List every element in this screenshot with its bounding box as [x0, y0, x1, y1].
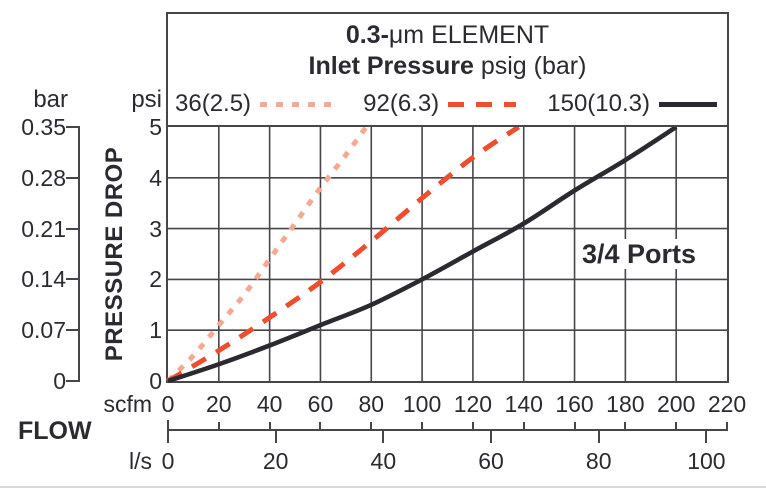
chart-subtitle: Inlet Pressure psig (bar): [168, 52, 727, 80]
scfm-tick-label: 140: [504, 391, 543, 417]
psi-tick-label: 4: [149, 164, 162, 191]
ls-tick-label: 60: [478, 448, 504, 474]
scfm-tick-label: 120: [453, 391, 493, 417]
bar-tick-mark: [66, 126, 79, 128]
psi-tick-label: 3: [149, 215, 162, 242]
ls-axis-uptick: [573, 422, 576, 430]
chart-title-bold: 0.3-: [345, 21, 389, 49]
scfm-tick-label: 160: [555, 391, 594, 417]
scfm-tick-label: 0: [161, 391, 175, 417]
bar-tick-label: 0.07: [21, 317, 66, 344]
ls-axis-uptick: [624, 422, 627, 430]
scfm-tick-label: 180: [606, 391, 645, 417]
psi-tick-label: 2: [149, 266, 162, 293]
ls-axis-uptick: [217, 422, 220, 430]
chart-subtitle-rest: psig (bar): [473, 52, 587, 80]
ls-axis-uptick: [370, 422, 373, 430]
ls-axis-uptick: [675, 422, 678, 430]
ls-tick-label: 40: [370, 448, 397, 474]
ls-axis-endbar: [167, 420, 169, 443]
ls-axis-line: [167, 429, 728, 431]
ls-axis-uptick: [268, 422, 271, 430]
ls-axis-downtick: [597, 431, 600, 443]
ls-axis-downtick: [274, 431, 277, 443]
psi-tick-label: 5: [149, 114, 162, 140]
bottom-rule: [0, 486, 766, 488]
dashed-line-swatch: [448, 101, 517, 107]
ls-axis-uptick: [471, 422, 474, 430]
legend-entry-92psig: 92(6.3): [363, 90, 517, 118]
ls-axis-downtick: [705, 431, 708, 443]
legend-label-150psig: 150(10.3): [547, 90, 650, 117]
plot-canvas: [166, 124, 727, 384]
scfm-tick-label: 80: [358, 391, 385, 417]
bar-tick-mark: [66, 227, 79, 230]
scfm-unit-label: scfm: [103, 391, 152, 417]
curve-92(6.3): [166, 124, 521, 384]
psi-tick-label: 0: [149, 368, 162, 394]
ls-tick-label: 100: [687, 448, 726, 474]
ls-axis-downtick: [490, 431, 493, 443]
chart-subtitle-bold: Inlet Pressure: [308, 52, 474, 80]
ls-tick-label: 20: [262, 448, 289, 474]
solid-line-swatch: [659, 101, 717, 107]
legend-label-92psig: 92(6.3): [363, 90, 440, 117]
plot-area: 3/4 Ports: [166, 124, 729, 384]
ls-axis-uptick: [522, 422, 525, 430]
bar-tick-mark: [66, 329, 79, 332]
legend-entry-36psig: 36(2.5): [175, 90, 333, 118]
psi-unit-label: psi: [131, 86, 162, 113]
scfm-tick-label: 20: [206, 391, 232, 417]
bar-tick-label: 0.28: [21, 164, 66, 191]
bar-tick-label: 0.21: [21, 215, 66, 242]
legend-entry-150psig: 150(10.3): [547, 90, 717, 118]
ls-axis-downtick: [382, 431, 385, 443]
chart-title: 0.3-μm ELEMENT: [168, 21, 727, 49]
ls-axis-uptick: [319, 422, 322, 430]
dotted-line-swatch: [260, 101, 333, 107]
scfm-tick-label: 200: [656, 391, 696, 417]
ls-tick-label: 80: [585, 448, 612, 474]
bar-unit-label: bar: [33, 86, 68, 113]
legend: 36(2.5) 92(6.3) 150(10.3): [175, 90, 717, 118]
psi-tick-label: 1: [149, 317, 162, 344]
x-axis-title: FLOW: [18, 417, 92, 445]
bar-tick-label: 0: [53, 368, 66, 394]
scfm-tick-label: 220: [707, 391, 747, 417]
bar-tick-label: 0.35: [21, 114, 66, 140]
ls-tick-label: 0: [161, 448, 175, 474]
scfm-tick-label: 100: [402, 391, 442, 417]
legend-box: 0.3-μm ELEMENT Inlet Pressure psig (bar)…: [166, 12, 729, 127]
curve-36(2.5): [166, 125, 369, 383]
curve-150(10.3): [167, 125, 678, 384]
bar-tick-mark: [66, 278, 79, 281]
ls-axis-uptick: [421, 422, 424, 430]
bar-tick-label: 0.14: [21, 266, 66, 293]
bar-axis-bracket: [78, 126, 80, 382]
y-axis-title: PRESSURE DROP: [101, 146, 128, 362]
scfm-tick-label: 40: [256, 391, 283, 417]
legend-label-36psig: 36(2.5): [175, 90, 252, 117]
ls-axis-uptick: [726, 422, 728, 430]
ports-annotation: 3/4 Ports: [576, 239, 703, 269]
chart-title-rest: μm ELEMENT: [388, 21, 550, 49]
ls-unit-label: l/s: [129, 448, 152, 474]
bar-tick-mark: [66, 380, 79, 382]
scfm-tick-label: 60: [307, 391, 334, 417]
bar-tick-mark: [66, 176, 79, 179]
